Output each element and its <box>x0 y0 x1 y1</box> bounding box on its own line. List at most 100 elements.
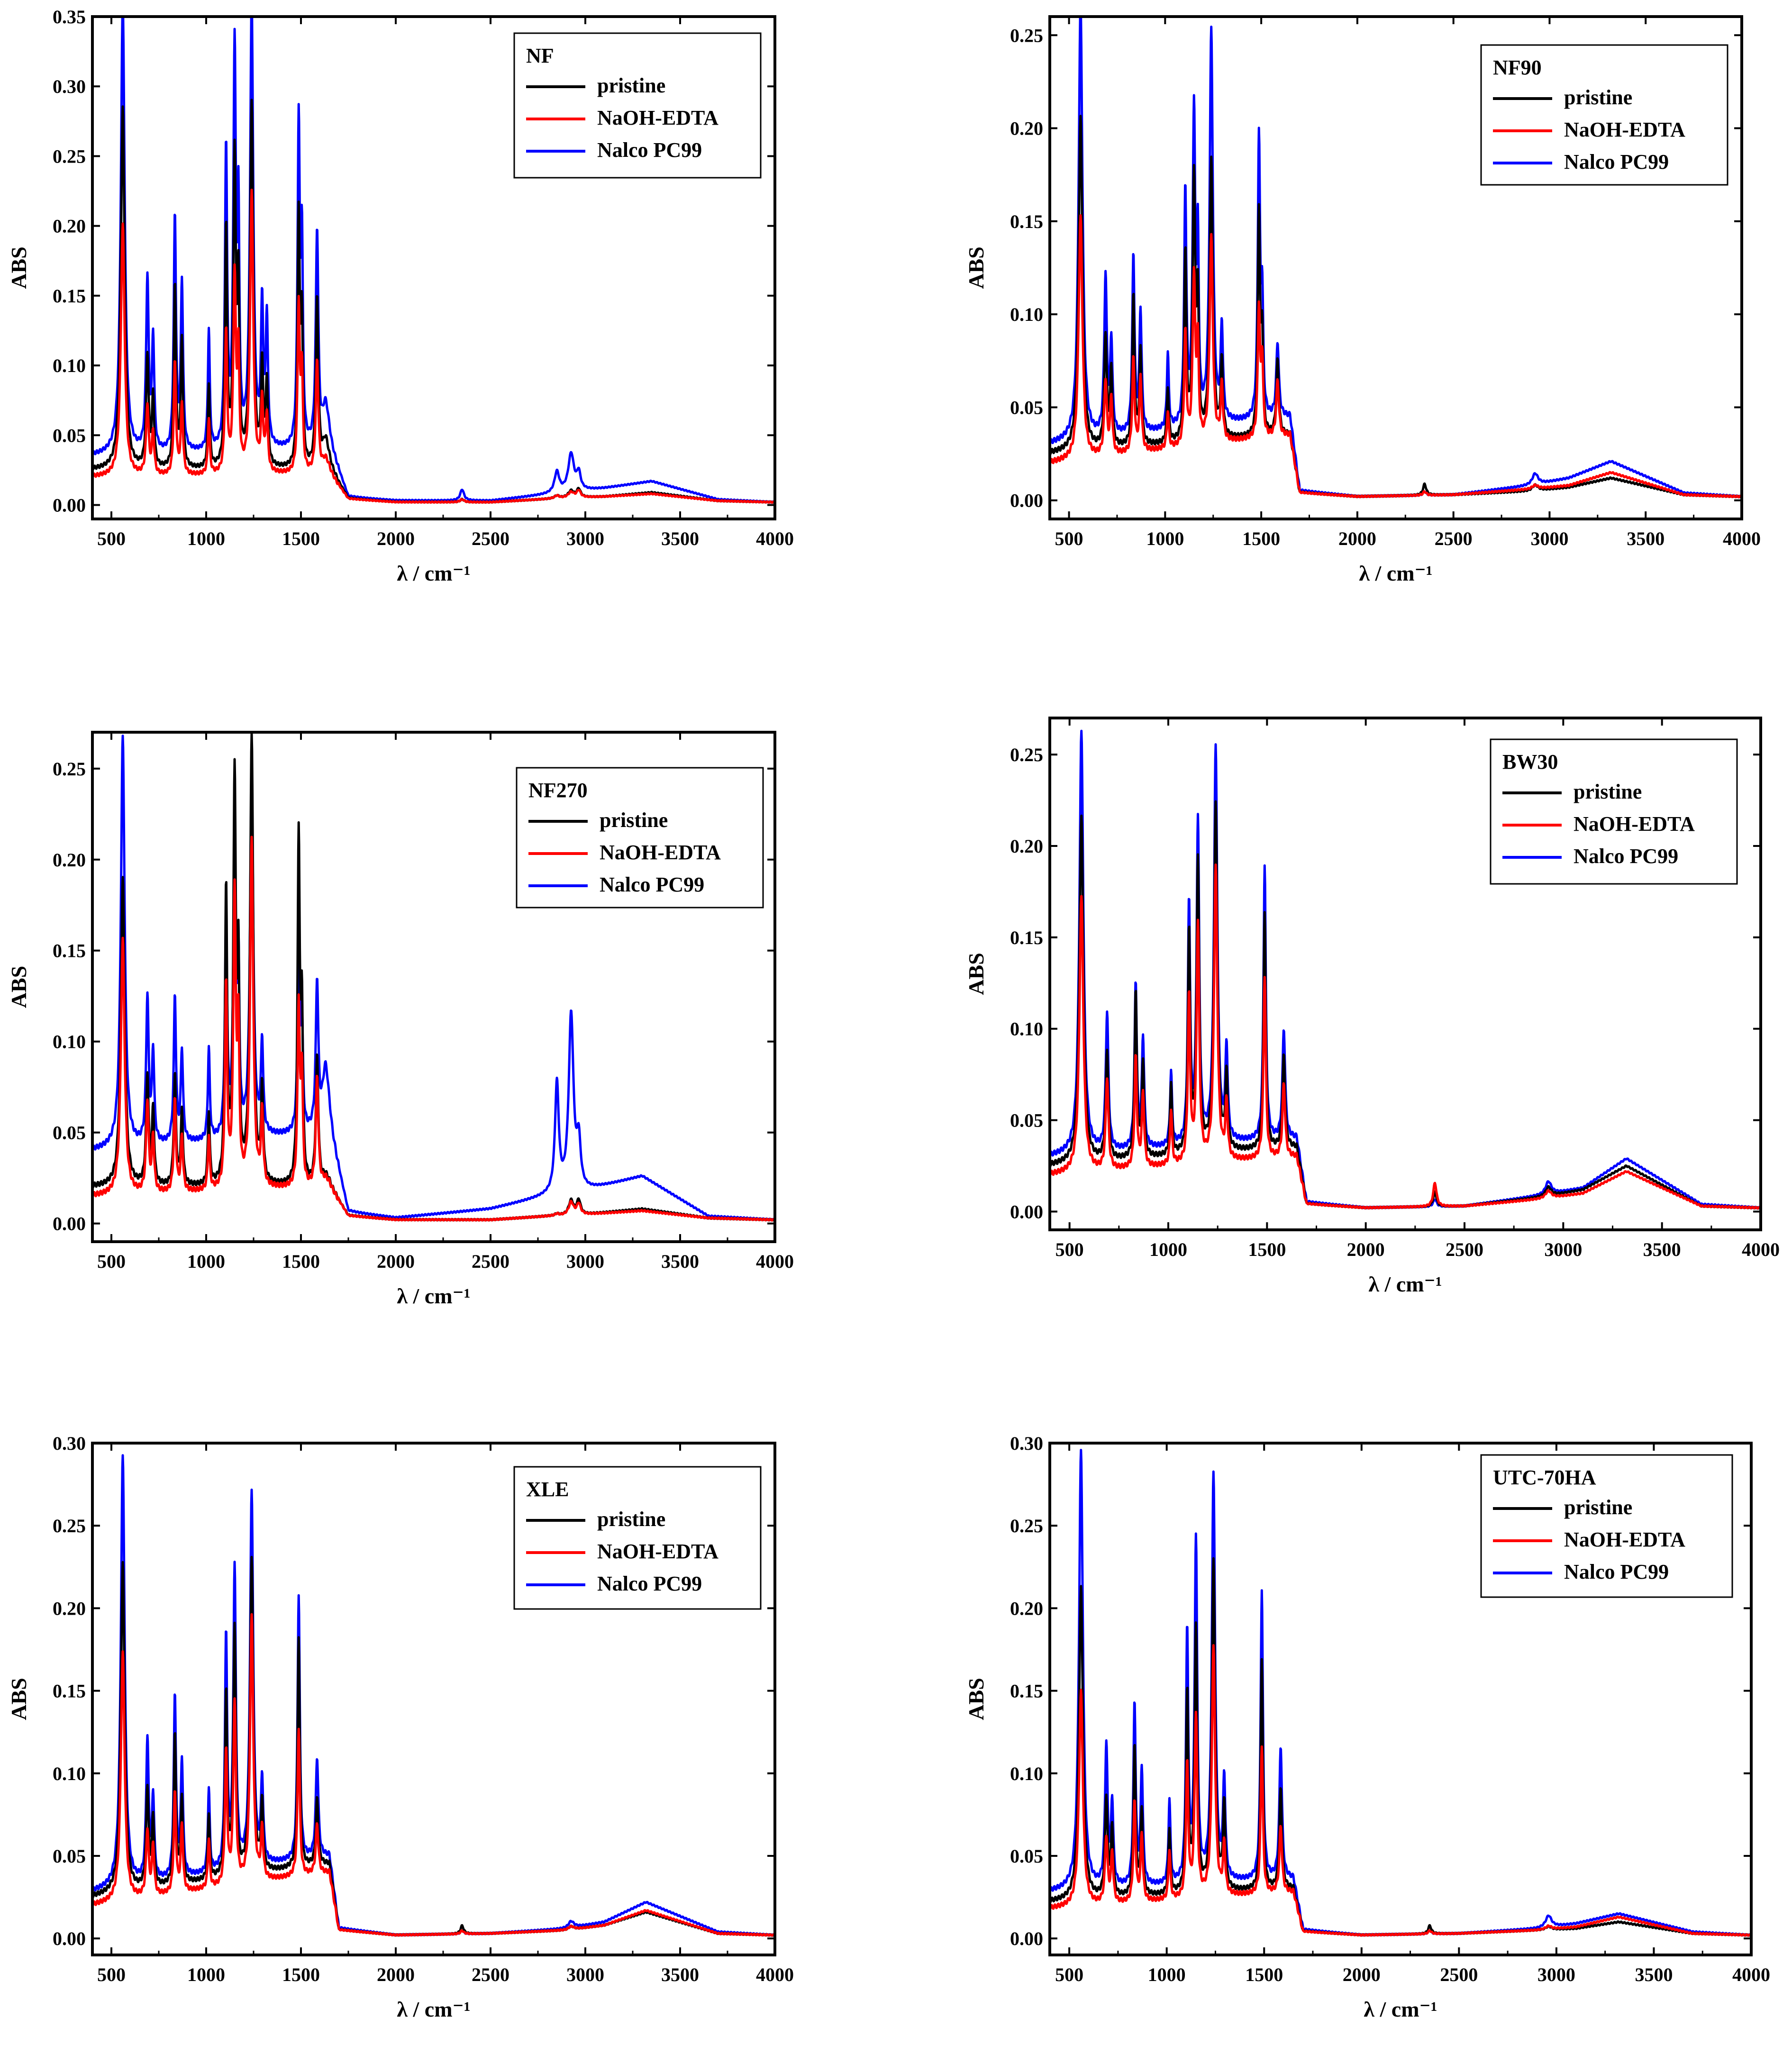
x-tick-label: 2000 <box>377 528 415 549</box>
x-tick-label: 500 <box>1055 528 1083 549</box>
legend-label-pristine: pristine <box>600 809 668 832</box>
y-tick-label: 0.00 <box>53 1213 86 1235</box>
x-tick-label: 3500 <box>661 1964 699 1985</box>
x-tick-label: 2000 <box>377 1964 415 1985</box>
y-tick-label: 0.05 <box>1010 1110 1043 1131</box>
x-tick-label: 1500 <box>282 1251 320 1272</box>
y-axis-title: ABS <box>7 1678 31 1720</box>
y-tick-label: 0.20 <box>53 1598 86 1619</box>
series-line-naoh_edta <box>91 836 776 1222</box>
y-tick-label: 0.25 <box>1010 25 1043 46</box>
legend-box <box>1480 44 1728 186</box>
legend-label-nalco_pc99: Nalco PC99 <box>597 138 702 162</box>
y-tick-label: 0.05 <box>1010 1845 1043 1867</box>
x-tick-label: 1000 <box>187 528 225 549</box>
x-tick-label: 1000 <box>1146 528 1184 549</box>
x-tick-label: 4000 <box>1723 528 1761 549</box>
x-tick-label: 3500 <box>1627 528 1665 549</box>
y-tick-label: 0.35 <box>53 6 86 27</box>
y-tick-label: 0.20 <box>1010 836 1043 857</box>
y-tick-label: 0.15 <box>53 1681 86 1702</box>
y-tick-label: 0.20 <box>1010 1598 1043 1619</box>
x-tick-label: 2500 <box>472 528 509 549</box>
legend-label-pristine: pristine <box>1574 780 1642 803</box>
legend-box <box>516 767 764 909</box>
x-tick-label: 4000 <box>756 528 794 549</box>
y-tick-label: 0.15 <box>1010 211 1043 232</box>
legend: UTC-70HA pristine NaOH-EDTA Nalco PC99 <box>1480 1454 1733 1598</box>
y-tick-label: 0.15 <box>1010 927 1043 948</box>
legend-title: XLE <box>526 1478 569 1501</box>
y-tick-label: 0.05 <box>1010 397 1043 418</box>
x-tick-label: 500 <box>1055 1239 1084 1260</box>
x-tick-label: 3000 <box>566 1251 604 1272</box>
series-line-nalco_pc99 <box>91 735 776 1222</box>
y-tick-label: 0.10 <box>53 355 86 376</box>
x-axis-title: λ / cm⁻¹ <box>1359 561 1432 585</box>
legend-title: UTC-70HA <box>1493 1466 1596 1489</box>
plot-frame <box>1048 1442 1753 1956</box>
y-tick-label: 0.25 <box>1010 744 1043 765</box>
chart-panel-nf: 500 1000 1500 2000 2500 3000 3500 4000 0.00 0.05 0… <box>7 6 794 585</box>
legend-label-naoh_edta: NaOH-EDTA <box>1574 812 1695 836</box>
series-line-pristine <box>91 1555 776 1937</box>
chart-panel-nf270: 500 1000 1500 2000 2500 3000 3500 4000 0.00 0.05 0… <box>7 731 794 1308</box>
legend-title: NF90 <box>1493 56 1542 79</box>
x-tick-label: 2000 <box>1338 528 1376 549</box>
y-tick-label: 0.25 <box>53 145 86 167</box>
legend-box <box>513 32 762 179</box>
x-tick-label: 3000 <box>1537 1964 1575 1985</box>
x-tick-label: 1000 <box>1149 1239 1187 1260</box>
x-tick-label: 1500 <box>282 1964 320 1985</box>
legend-label-nalco_pc99: Nalco PC99 <box>1564 1560 1669 1583</box>
legend-label-nalco_pc99: Nalco PC99 <box>597 1572 702 1595</box>
y-tick-label: 0.10 <box>1010 1763 1043 1784</box>
x-tick-label: 2500 <box>1446 1239 1483 1260</box>
y-tick-label: 0.00 <box>53 1928 86 1949</box>
x-tick-label: 4000 <box>756 1251 794 1272</box>
y-tick-label: 0.15 <box>53 940 86 962</box>
legend-box <box>1490 738 1738 885</box>
x-tick-label: 2500 <box>472 1251 509 1272</box>
legend-label-nalco_pc99: Nalco PC99 <box>1564 150 1669 173</box>
x-tick-label: 500 <box>97 1964 126 1985</box>
x-tick-label: 4000 <box>1742 1239 1780 1260</box>
x-tick-label: 2500 <box>1440 1964 1478 1985</box>
x-tick-label: 1500 <box>282 528 320 549</box>
y-tick-label: 0.30 <box>53 76 86 97</box>
y-tick-label: 0.30 <box>53 1433 86 1454</box>
plot-frame <box>1048 717 1762 1231</box>
x-tick-label: 500 <box>1055 1964 1083 1985</box>
y-axis-title: ABS <box>964 1678 988 1720</box>
chart-panel-xle: 500 1000 1500 2000 2500 3000 3500 4000 0.00 0.05 0… <box>7 1433 794 2021</box>
chart-panel-nf90: 500 1000 1500 2000 2500 3000 3500 4000 0.00 0.05 0… <box>964 15 1761 585</box>
legend: NF pristine NaOH-EDTA Nalco PC99 <box>513 32 762 179</box>
y-tick-label: 0.25 <box>53 758 86 780</box>
x-tick-label: 1500 <box>1245 1964 1283 1985</box>
legend-label-naoh_edta: NaOH-EDTA <box>1564 1528 1685 1551</box>
x-axis-title: λ / cm⁻¹ <box>1364 1997 1437 2021</box>
series-line-naoh_edta <box>1049 863 1762 1210</box>
x-tick-label: 3500 <box>661 528 699 549</box>
x-tick-label: 3000 <box>566 1964 604 1985</box>
x-tick-label: 4000 <box>756 1964 794 1985</box>
y-tick-label: 0.00 <box>1010 1928 1043 1949</box>
x-tick-label: 1500 <box>1242 528 1280 549</box>
x-tick-label: 3000 <box>566 528 604 549</box>
x-tick-label: 1000 <box>187 1251 225 1272</box>
y-tick-label: 0.10 <box>1010 304 1043 325</box>
x-tick-label: 4000 <box>1732 1964 1770 1985</box>
x-tick-label: 1000 <box>187 1964 225 1985</box>
legend-label-naoh_edta: NaOH-EDTA <box>600 841 721 864</box>
x-tick-label: 2000 <box>377 1251 415 1272</box>
legend-label-naoh_edta: NaOH-EDTA <box>1564 118 1685 141</box>
y-axis-title: ABS <box>7 246 31 289</box>
y-tick-label: 0.10 <box>53 1031 86 1053</box>
y-tick-label: 0.15 <box>1010 1681 1043 1702</box>
y-tick-label: 0.20 <box>1010 118 1043 139</box>
legend-label-pristine: pristine <box>1564 86 1632 109</box>
legend-label-naoh_edta: NaOH-EDTA <box>597 1540 719 1563</box>
y-tick-label: 0.15 <box>53 285 86 307</box>
